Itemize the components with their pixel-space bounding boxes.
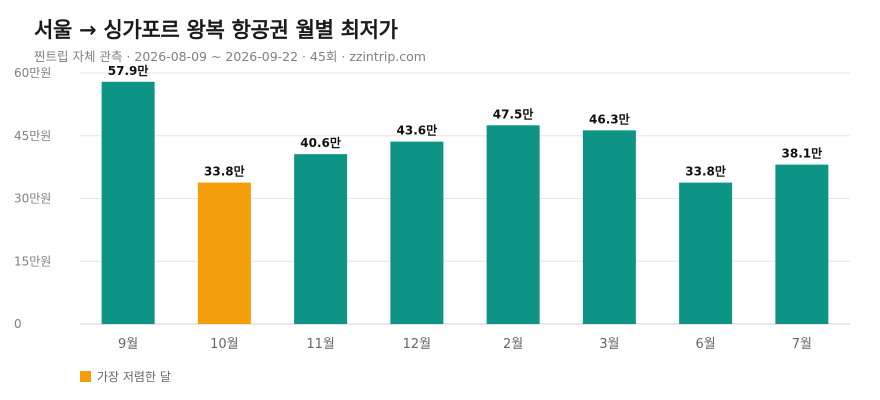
x-tick-label: 3월 [599,337,619,352]
data-label: 33.8만 [685,164,726,179]
x-tick-label: 7월 [792,337,812,352]
chart-title: 서울 → 싱가포르 왕복 항공권 월별 최저가 [34,18,398,42]
data-label: 43.6만 [397,123,438,138]
data-label: 46.3만 [589,111,630,126]
x-tick-label: 9월 [118,337,138,352]
data-label: 33.8만 [204,164,245,179]
y-tick-label: 45만원 [14,129,51,143]
x-tick-label: 12월 [403,337,432,352]
data-label: 38.1만 [782,146,823,161]
bar [294,154,348,324]
bar [197,182,251,324]
y-tick-label: 0 [14,317,22,331]
x-tick-label: 6월 [696,337,716,352]
bar [390,141,444,324]
y-tick-label: 30만원 [14,192,51,206]
data-label: 40.6만 [300,135,341,150]
bar [486,125,540,325]
y-tick-label: 60만원 [14,66,51,80]
bar [582,130,636,324]
bar [775,164,829,324]
data-label: 47.5만 [493,106,534,121]
bar [679,182,733,324]
chart-subtitle: 찐트립 자체 관측 · 2026-08-09 ~ 2026-09-22 · 45… [34,49,426,64]
legend: 가장 저렴한 달 [80,368,171,385]
legend-label: 가장 저렴한 달 [97,370,171,384]
x-tick-label: 11월 [306,337,335,352]
x-tick-label: 10월 [210,337,239,352]
x-tick-label: 2월 [503,337,523,352]
bar [101,81,155,324]
data-label: 57.9만 [108,63,149,78]
legend-swatch [80,371,91,382]
y-tick-label: 15만원 [14,254,51,268]
